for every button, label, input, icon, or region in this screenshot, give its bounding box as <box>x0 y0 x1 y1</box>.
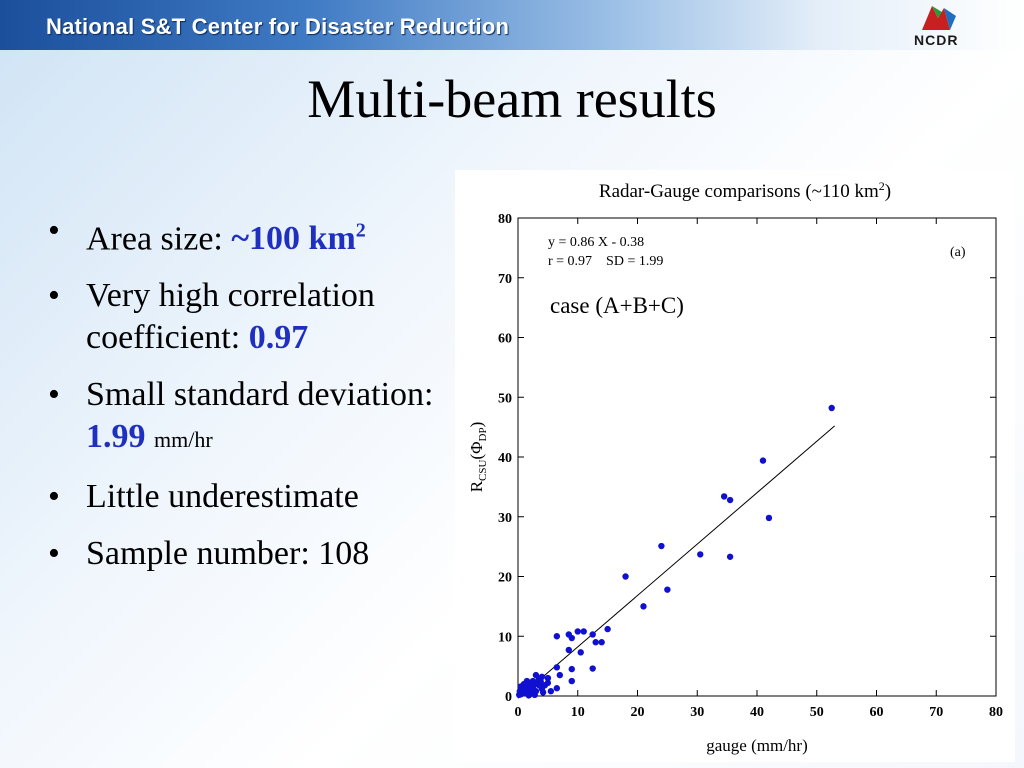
scatter-chart: Radar-Gauge comparisons (~110 km2) 0 10 20… <box>455 170 1015 762</box>
fit-equation: y = 0.86 X - 0.38 <box>548 235 644 250</box>
logo-mark-icon <box>922 6 956 30</box>
scatter-point <box>565 631 572 638</box>
x-tick-label: 40 <box>750 705 764 720</box>
bullet-std-dev: Small standard deviation: 1.99 mm/hr <box>42 374 442 461</box>
case-label: case (A+B+C) <box>550 293 684 318</box>
scatter-point <box>580 628 587 635</box>
bullet-sample-number: Sample number: 108 <box>42 533 442 575</box>
scatter-point <box>664 586 671 593</box>
y-tick-label: 0 <box>505 690 512 705</box>
scatter-point <box>537 678 544 685</box>
scatter-point <box>553 633 561 640</box>
scatter-point <box>658 542 665 550</box>
header-banner: National S&T Center for Disaster Reducti… <box>0 0 1024 50</box>
scatter-point <box>517 683 525 690</box>
x-tick-label: 30 <box>690 705 704 720</box>
y-tick-label: 70 <box>498 272 512 287</box>
scatter-point <box>553 664 561 671</box>
scatter-point <box>759 457 767 464</box>
x-tick-label: 10 <box>571 705 585 720</box>
scatter-point <box>544 674 552 682</box>
panel-label: (a) <box>950 245 966 260</box>
ncdr-logo: NCDR <box>904 2 984 50</box>
y-tick-label: 10 <box>498 630 512 645</box>
scatter-point <box>574 628 581 635</box>
data-points <box>515 404 835 699</box>
bullet-highlight: 0.97 <box>248 319 309 357</box>
chart-title: Radar-Gauge comparisons (~110 km2) <box>599 179 891 202</box>
chart-svg: Radar-Gauge comparisons (~110 km2) 0 10 20… <box>467 179 1003 755</box>
scatter-point <box>720 493 728 500</box>
y-axis-label: RCSU(ΦDP) <box>467 422 489 493</box>
bullet-highlight: 1.99 <box>86 418 146 456</box>
scatter-point <box>765 514 773 522</box>
scatter-point <box>577 649 584 656</box>
scatter-point <box>592 639 599 646</box>
scatter-point <box>539 689 547 696</box>
fit-line <box>517 425 836 699</box>
x-tick-label: 60 <box>870 705 884 720</box>
scatter-point <box>568 665 575 673</box>
x-tick-label: 0 <box>515 705 522 720</box>
plot-frame <box>517 217 997 697</box>
bullet-text: Sample number: 108 <box>86 535 370 573</box>
y-tick-label: 40 <box>498 451 512 466</box>
x-tick-label: 20 <box>631 705 645 720</box>
x-tick-label: 70 <box>929 705 943 720</box>
y-tick-label: 60 <box>498 332 512 347</box>
y-tick-label: 20 <box>498 571 512 586</box>
scatter-point <box>828 404 835 412</box>
bullet-text: Very high correlation coefficient: <box>86 277 375 357</box>
scatter-point <box>525 692 532 699</box>
regression-line <box>517 425 836 699</box>
scatter-point <box>589 631 596 638</box>
bullet-highlight: ~100 km2 <box>231 220 366 258</box>
fit-stats: r = 0.97 SD = 1.99 <box>548 254 663 269</box>
logo-text: NCDR <box>914 32 959 48</box>
scatter-point <box>726 553 734 560</box>
x-axis-label: gauge (mm/hr) <box>706 736 808 755</box>
scatter-point <box>565 646 572 654</box>
scatter-point <box>589 665 596 672</box>
org-name: National S&T Center for Disaster Reducti… <box>46 14 510 39</box>
scatter-point <box>598 639 605 646</box>
bullet-correlation: Very high correlation coefficient: 0.97 <box>42 275 442 359</box>
scatter-point <box>556 671 564 679</box>
axis-ticks: 0 10 20 30 40 50 60 70 80 0 10 20 30 40 50 60 70 80 <box>498 212 1003 720</box>
slide-title: Multi-beam results <box>307 69 717 129</box>
scatter-point <box>515 691 523 699</box>
scatter-point <box>532 671 540 679</box>
scatter-point <box>553 685 561 692</box>
bullet-area-size: Area size: ~100 km2 <box>42 210 442 260</box>
x-tick-label: 80 <box>989 705 1003 720</box>
x-tick-label: 50 <box>810 705 824 720</box>
y-tick-label: 30 <box>498 511 512 526</box>
y-tick-label: 50 <box>498 391 512 406</box>
scatter-point <box>568 677 575 685</box>
bullet-unit: mm/hr <box>154 427 213 453</box>
scatter-point <box>697 551 704 558</box>
bullet-underestimate: Little underestimate <box>42 476 442 518</box>
scatter-point <box>604 625 611 633</box>
scatter-point <box>640 603 647 610</box>
bullet-list: Area size: ~100 km2 Very high correlatio… <box>42 210 442 590</box>
y-tick-label: 80 <box>498 212 512 227</box>
scatter-point <box>726 496 734 504</box>
scatter-point <box>531 691 538 699</box>
bullet-text: Little underestimate <box>86 478 359 516</box>
scatter-point <box>622 573 629 580</box>
scatter-point <box>547 688 555 695</box>
bullet-text: Area size: <box>86 220 232 258</box>
bullet-text: Small standard deviation: <box>86 376 434 414</box>
